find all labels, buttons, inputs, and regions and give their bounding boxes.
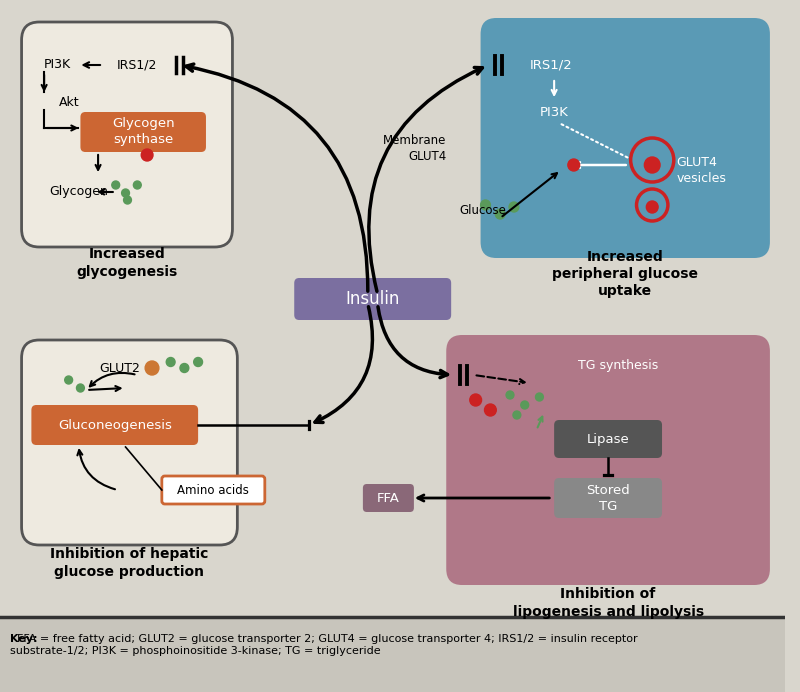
- Circle shape: [166, 358, 175, 367]
- Circle shape: [481, 200, 490, 210]
- Circle shape: [535, 393, 543, 401]
- FancyBboxPatch shape: [554, 478, 662, 518]
- Circle shape: [568, 159, 580, 171]
- Text: TG synthesis: TG synthesis: [578, 358, 658, 372]
- Text: Membrane
GLUT4: Membrane GLUT4: [383, 134, 446, 163]
- Circle shape: [521, 401, 529, 409]
- Circle shape: [123, 196, 131, 204]
- Circle shape: [509, 202, 519, 212]
- Text: Glycogen
synthase: Glycogen synthase: [112, 118, 174, 147]
- Circle shape: [112, 181, 120, 189]
- Text: IRS1/2: IRS1/2: [530, 59, 572, 71]
- Text: FFA: FFA: [377, 491, 400, 504]
- Text: PI3K: PI3K: [540, 107, 569, 120]
- FancyBboxPatch shape: [31, 405, 198, 445]
- Text: GLUT2: GLUT2: [99, 361, 140, 374]
- Circle shape: [134, 181, 142, 189]
- Text: Lipase: Lipase: [586, 432, 630, 446]
- Circle shape: [485, 404, 496, 416]
- FancyBboxPatch shape: [22, 22, 233, 247]
- Text: Akt: Akt: [59, 96, 79, 109]
- Text: Insulin: Insulin: [346, 290, 400, 308]
- FancyBboxPatch shape: [294, 278, 451, 320]
- Text: Amino acids: Amino acids: [177, 484, 249, 496]
- Circle shape: [630, 138, 674, 182]
- Text: Key:: Key:: [10, 634, 38, 644]
- Text: IRS1/2: IRS1/2: [117, 59, 158, 71]
- Circle shape: [65, 376, 73, 384]
- FancyBboxPatch shape: [162, 476, 265, 504]
- Text: FFA = free fatty acid; GLUT2 = glucose transporter 2; GLUT4 = glucose transporte: FFA = free fatty acid; GLUT2 = glucose t…: [10, 634, 638, 657]
- Text: Inhibition of
lipogenesis and lipolysis: Inhibition of lipogenesis and lipolysis: [513, 588, 704, 619]
- FancyBboxPatch shape: [363, 484, 414, 512]
- Circle shape: [122, 189, 130, 197]
- Text: Inhibition of hepatic
glucose production: Inhibition of hepatic glucose production: [50, 547, 209, 579]
- FancyBboxPatch shape: [481, 18, 770, 258]
- Text: Glucose: Glucose: [459, 203, 506, 217]
- Text: PI3K: PI3K: [44, 59, 71, 71]
- Text: Increased
peripheral glucose
uptake: Increased peripheral glucose uptake: [552, 250, 698, 298]
- FancyBboxPatch shape: [22, 340, 238, 545]
- Circle shape: [77, 384, 84, 392]
- Bar: [0, 617, 785, 692]
- Circle shape: [644, 157, 660, 173]
- Circle shape: [194, 358, 202, 367]
- Circle shape: [495, 209, 505, 219]
- Circle shape: [470, 394, 482, 406]
- Text: GLUT4
vesicles: GLUT4 vesicles: [677, 156, 726, 185]
- Circle shape: [180, 363, 189, 372]
- Circle shape: [506, 391, 514, 399]
- Text: Stored
TG: Stored TG: [586, 484, 630, 513]
- Circle shape: [513, 411, 521, 419]
- Text: Increased
glycogenesis: Increased glycogenesis: [76, 247, 178, 279]
- Text: Gluconeogenesis: Gluconeogenesis: [58, 419, 172, 432]
- Text: Glycogen: Glycogen: [49, 185, 108, 199]
- FancyBboxPatch shape: [446, 335, 770, 585]
- Circle shape: [646, 201, 658, 213]
- Circle shape: [142, 149, 153, 161]
- Circle shape: [145, 361, 159, 375]
- FancyBboxPatch shape: [554, 420, 662, 458]
- Circle shape: [637, 189, 668, 221]
- FancyBboxPatch shape: [81, 112, 206, 152]
